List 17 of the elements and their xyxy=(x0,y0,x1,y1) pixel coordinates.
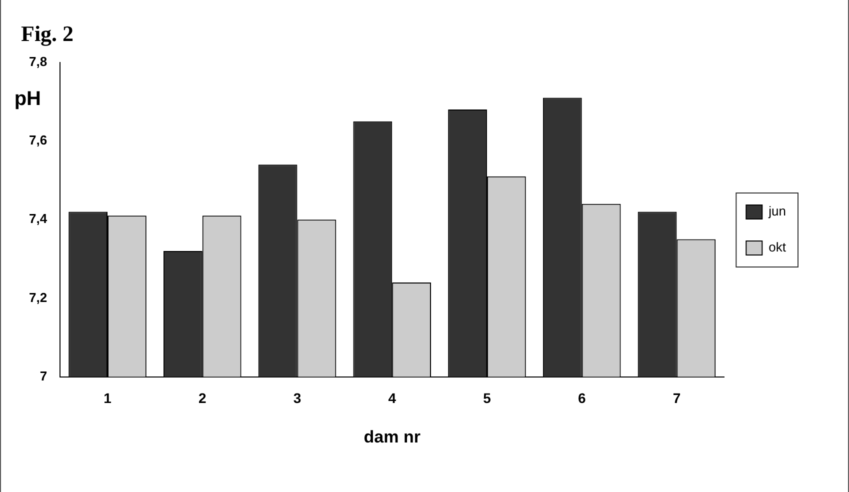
chart-title: Fig. 2 xyxy=(21,20,74,46)
y-axis-title: pH xyxy=(14,88,41,110)
x-tick-label: 6 xyxy=(578,390,586,406)
legend-label: okt xyxy=(768,240,786,255)
x-tick-label: 5 xyxy=(483,390,492,406)
x-tick-label: 4 xyxy=(388,390,396,406)
y-tick-label: 7 xyxy=(40,368,48,384)
y-tick-label: 7,4 xyxy=(28,211,48,226)
legend-label: jun xyxy=(768,204,786,219)
y-tick-label: 7,2 xyxy=(28,290,48,305)
y-tick-label: 7,8 xyxy=(28,54,48,69)
x-tick-label: 7 xyxy=(672,390,681,406)
x-tick-label: 2 xyxy=(198,390,206,406)
x-tick-label: 1 xyxy=(104,390,112,406)
x-axis-title: dam nr xyxy=(364,427,421,446)
y-tick-label: 7,6 xyxy=(28,132,48,148)
x-tick-label: 3 xyxy=(293,390,302,406)
